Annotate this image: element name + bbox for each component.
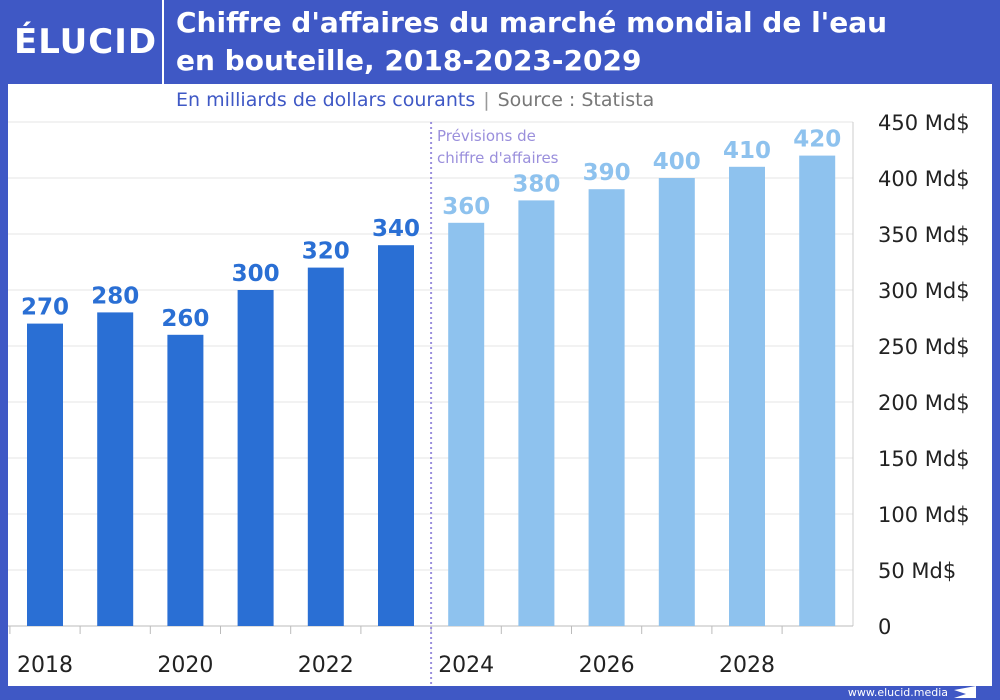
data-label: 320 (302, 239, 350, 265)
y-tick-label: 100 Md$ (878, 503, 970, 527)
data-label: 300 (232, 261, 280, 287)
data-label: 360 (442, 194, 490, 220)
y-tick-label: 150 Md$ (878, 447, 970, 471)
footer-url[interactable]: www.elucid.media (847, 686, 948, 699)
bar-2022 (307, 267, 344, 626)
source-text: Source : Statista (497, 89, 655, 111)
bar-2026 (588, 189, 625, 626)
bar-2028 (729, 166, 765, 627)
data-label: 340 (372, 216, 420, 242)
x-tick-label: 2028 (719, 653, 775, 678)
chart-subtitle: En milliards de dollars courants | Source … (176, 89, 655, 111)
y-tick-label: 400 Md$ (878, 167, 970, 191)
data-label: 270 (21, 295, 69, 321)
data-label: 380 (512, 171, 560, 197)
x-tick-label: 2026 (579, 653, 635, 678)
elucid-flag-icon (954, 686, 976, 698)
data-label: 260 (161, 306, 209, 332)
x-tick-label: 2020 (157, 653, 213, 678)
forecast-annotation-line-1: Prévisions de (437, 127, 536, 145)
y-tick-label: 250 Md$ (878, 335, 970, 359)
x-tick-label: 2024 (438, 653, 494, 678)
y-tick-label: 50 Md$ (878, 559, 956, 583)
bar-2021 (237, 290, 274, 626)
y-tick-label: 300 Md$ (878, 279, 970, 303)
bar-2025 (518, 200, 555, 626)
y-tick-label: 350 Md$ (878, 223, 970, 247)
y-tick-label: 450 Md$ (878, 111, 970, 135)
header-divider (162, 0, 164, 84)
y-tick-label: 200 Md$ (878, 391, 970, 415)
bar-2023 (378, 245, 414, 626)
bar-2029 (799, 155, 836, 626)
data-label: 280 (91, 283, 139, 309)
title-line-1: Chiffre d'affaires du marché mondial de … (176, 6, 888, 39)
chart-title: Chiffre d'affaires du marché mondial de … (176, 4, 956, 80)
x-tick-label: 2022 (298, 653, 354, 678)
subtitle-text: En milliards de dollars courants (176, 89, 476, 111)
data-label: 420 (793, 127, 841, 153)
bar-2027 (658, 178, 695, 626)
x-tick-label: 2018 (17, 653, 73, 678)
y-tick-label: 0 (878, 615, 891, 639)
data-label: 410 (723, 138, 771, 164)
title-line-2: en bouteille, 2018-2023-2029 (176, 44, 642, 77)
elucid-logo: ÉLUCID (14, 22, 158, 62)
data-label: 400 (653, 149, 701, 175)
bar-2024 (448, 222, 485, 627)
forecast-annotation-line-2: chiffre d'affaires (437, 149, 559, 167)
data-label: 390 (583, 160, 631, 186)
bar-2019 (97, 312, 134, 626)
bar-2020 (167, 334, 204, 626)
bar-2018 (27, 323, 63, 626)
